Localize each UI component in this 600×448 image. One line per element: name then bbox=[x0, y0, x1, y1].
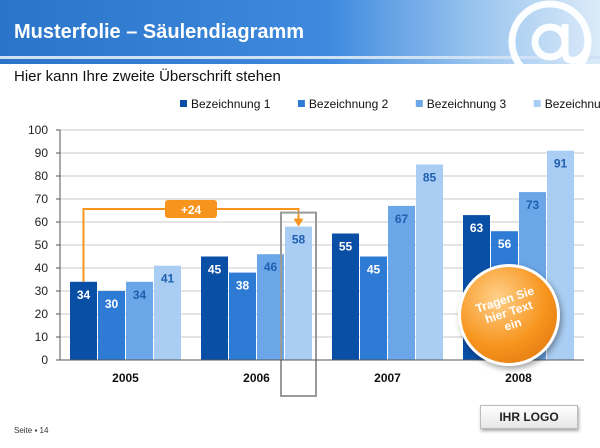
y-tick-label: 20 bbox=[35, 307, 49, 321]
bar bbox=[154, 265, 181, 360]
data-label: 55 bbox=[339, 240, 353, 254]
x-tick-label: 2008 bbox=[505, 371, 532, 385]
bar bbox=[126, 281, 153, 360]
legend-swatch bbox=[297, 100, 305, 107]
bar bbox=[98, 291, 125, 360]
bar bbox=[332, 233, 359, 360]
legend-label: Bezeichnung 1 bbox=[191, 97, 271, 111]
data-label: 85 bbox=[423, 171, 437, 185]
legend-label: Bezeichnung 4 bbox=[545, 97, 600, 111]
data-label: 63 bbox=[470, 221, 484, 235]
legend-swatch bbox=[533, 100, 541, 107]
y-tick-label: 40 bbox=[35, 261, 49, 275]
data-label: 91 bbox=[554, 157, 568, 171]
text-badge: Tragen Sie hier Text ein bbox=[458, 264, 560, 366]
legend-label: Bezeichnung 3 bbox=[427, 97, 507, 111]
legend-swatch bbox=[415, 100, 423, 107]
data-label: 38 bbox=[236, 279, 250, 293]
bar bbox=[285, 226, 312, 360]
legend-swatch bbox=[180, 100, 187, 107]
y-tick-label: 100 bbox=[28, 123, 48, 137]
badge-text: Tragen Sie hier Text ein bbox=[457, 279, 560, 346]
bar bbox=[257, 254, 284, 360]
bar bbox=[70, 281, 97, 360]
y-tick-label: 50 bbox=[35, 238, 49, 252]
data-label: 45 bbox=[367, 263, 381, 277]
x-tick-label: 2007 bbox=[374, 371, 401, 385]
data-label: 58 bbox=[292, 233, 306, 247]
data-label: 46 bbox=[264, 260, 278, 274]
data-label: 34 bbox=[133, 288, 147, 302]
legend: Bezeichnung 1 Bezeichnung 2 Bezeichnung 3 B… bbox=[180, 97, 600, 111]
title-banner: Musterfolie – Säulendiagramm bbox=[0, 0, 600, 64]
data-label: 67 bbox=[395, 212, 409, 226]
y-tick-label: 30 bbox=[35, 284, 49, 298]
legend-label: Bezeichnung 2 bbox=[309, 97, 389, 111]
data-label: 56 bbox=[498, 237, 512, 251]
at-sign-logo-icon bbox=[508, 0, 592, 84]
y-tick-label: 0 bbox=[41, 353, 48, 367]
bar bbox=[201, 256, 228, 360]
y-tick-label: 70 bbox=[35, 192, 49, 206]
data-label: 34 bbox=[77, 288, 91, 302]
difference-arrowhead bbox=[293, 218, 304, 227]
annotations: +24 bbox=[82, 200, 317, 397]
bar bbox=[360, 256, 387, 360]
logo-placeholder: IHR LOGO bbox=[480, 405, 578, 429]
data-label: 73 bbox=[526, 198, 540, 212]
data-label: 41 bbox=[161, 272, 175, 286]
bar bbox=[229, 272, 256, 360]
y-tick-label: 10 bbox=[35, 330, 49, 344]
slide-subtitle: Hier kann Ihre zweite Überschrift stehen bbox=[14, 68, 281, 85]
highlight-frame bbox=[280, 211, 317, 397]
difference-label: +24 bbox=[181, 203, 202, 217]
y-tick-label: 60 bbox=[35, 215, 49, 229]
slide-title: Musterfolie – Säulendiagramm bbox=[14, 21, 305, 43]
data-label: 45 bbox=[208, 263, 222, 277]
banner-strip bbox=[0, 56, 600, 59]
bar bbox=[416, 164, 443, 360]
y-tick-label: 90 bbox=[35, 146, 49, 160]
difference-badge bbox=[165, 200, 217, 218]
x-tick-label: 2006 bbox=[243, 371, 270, 385]
page-number: Seite ▪ 14 bbox=[14, 426, 49, 435]
bar bbox=[388, 205, 415, 360]
x-tick-label: 2005 bbox=[112, 371, 139, 385]
data-label: 30 bbox=[105, 297, 119, 311]
y-tick-label: 80 bbox=[35, 169, 49, 183]
